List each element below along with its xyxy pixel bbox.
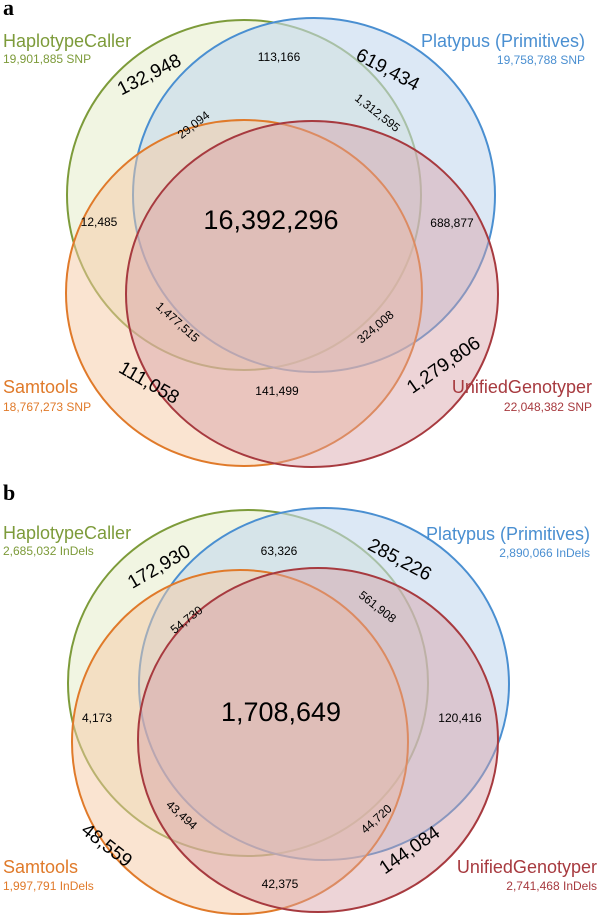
panel-a-region-hc-pl: 113,166 — [258, 50, 301, 64]
panel-b-samtools-ellipse — [71, 569, 409, 915]
panel-b-platypus-count: 2,890,066 InDels — [499, 546, 590, 560]
panel-b-unifiedgenotyper-count: 2,741,468 InDels — [506, 879, 597, 893]
panel-b-haplotypecaller-name: HaplotypeCaller — [3, 523, 131, 543]
panel-a-platypus-count: 19,758,788 SNP — [497, 53, 585, 67]
panel-b-samtools-count: 1,997,791 InDels — [3, 879, 94, 893]
panel-a-haplotypecaller-count: 19,901,885 SNP — [3, 52, 91, 66]
panel-a-samtools-count: 18,767,273 SNP — [3, 400, 91, 414]
panel-b-samtools-name: Samtools — [3, 857, 78, 877]
panel-a: a HaplotypeCaller 19,901,885 SNP Platypu… — [3, 0, 592, 468]
panel-a-platypus-name: Platypus (Primitives) — [421, 31, 585, 51]
panel-a-haplotypecaller-name: HaplotypeCaller — [3, 31, 131, 51]
panel-a-label: a — [3, 0, 14, 20]
panel-a-unifiedgenotyper-count: 22,048,382 SNP — [504, 400, 592, 414]
panel-a-unifiedgenotyper-name: UnifiedGenotyper — [452, 377, 592, 397]
panel-b-region-st-ug: 42,375 — [262, 877, 299, 891]
panel-a-unifiedgenotyper-ellipse — [125, 120, 499, 468]
panel-b-platypus-name: Platypus (Primitives) — [426, 524, 590, 544]
panel-b: b HaplotypeCaller 2,685,032 InDels Platy… — [3, 480, 597, 915]
panel-b-label: b — [3, 480, 15, 505]
panel-a-region-pl-ug: 688,877 — [430, 216, 474, 230]
panel-b-region-hc-st: 4,173 — [82, 711, 112, 725]
panel-b-region-all: 1,708,649 — [221, 697, 341, 727]
panel-a-region-st-ug: 141,499 — [255, 384, 299, 398]
panel-b-region-hc-pl: 63,326 — [261, 544, 298, 558]
panel-b-unifiedgenotyper-name: UnifiedGenotyper — [457, 857, 597, 877]
panel-a-region-hc-st: 12,485 — [81, 215, 118, 229]
panel-b-unifiedgenotyper-ellipse — [137, 567, 499, 913]
panel-a-samtools-name: Samtools — [3, 377, 78, 397]
panel-b-haplotypecaller-count: 2,685,032 InDels — [3, 544, 94, 558]
panel-a-samtools-ellipse — [65, 119, 423, 467]
panel-a-region-all: 16,392,296 — [203, 205, 338, 235]
panel-b-region-pl-ug: 120,416 — [438, 711, 482, 725]
